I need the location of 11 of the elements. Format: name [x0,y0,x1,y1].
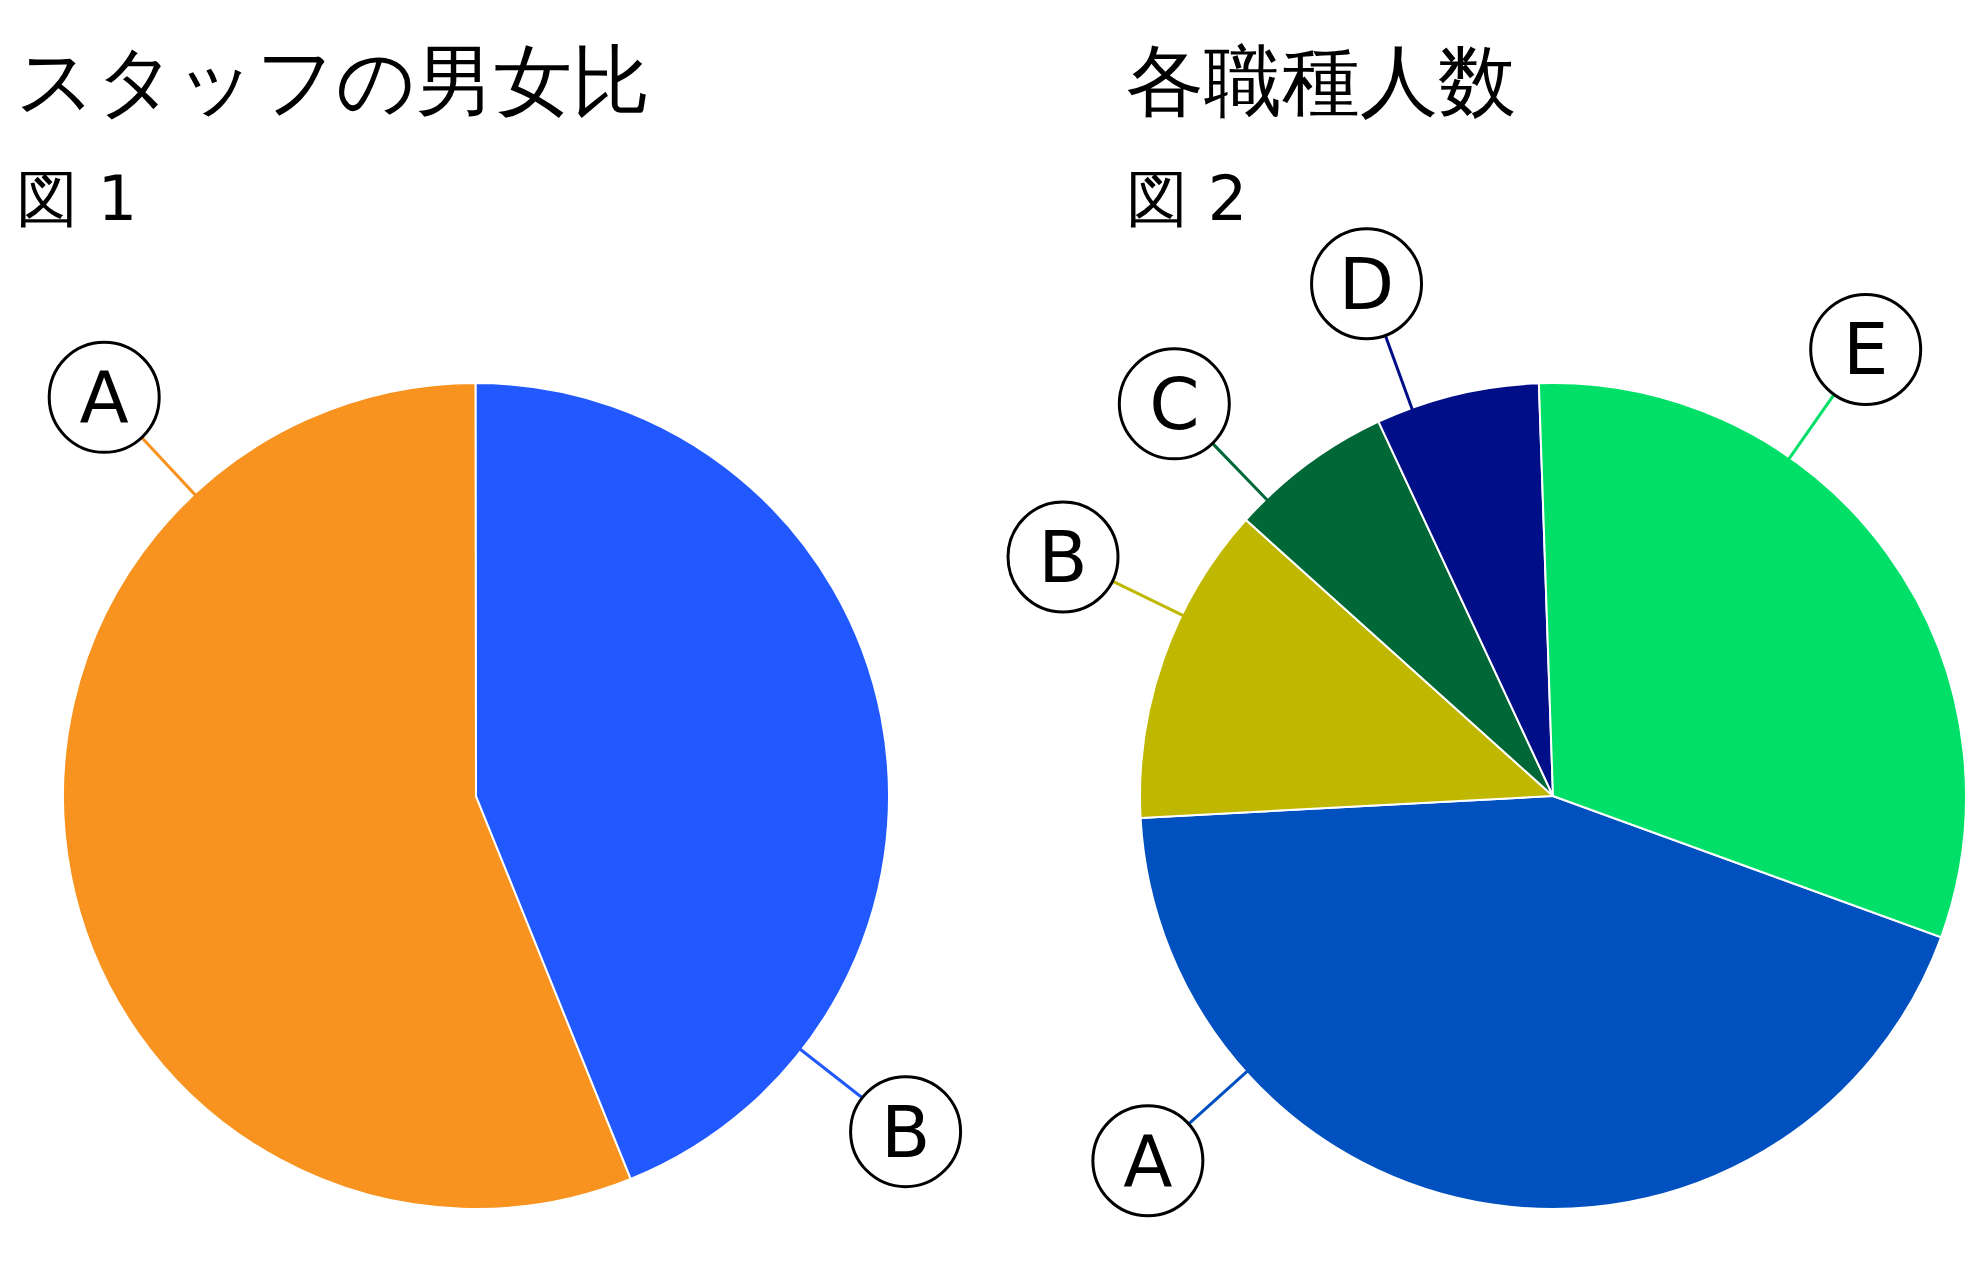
slice-label: C [1149,361,1200,446]
slice-label: B [1038,515,1088,600]
chart-title: 各職種人数 [1126,36,1516,126]
slice-label: A [1123,1118,1173,1203]
slice-label: B [880,1089,931,1174]
slice-label: A [79,355,129,440]
chart-subtitle: 図 1 [16,162,138,235]
slice-label: E [1842,307,1889,392]
slice-label: D [1338,241,1395,326]
chart-title: スタッフの男女比 [16,36,650,126]
chart-subtitle: 図 2 [1126,162,1248,235]
